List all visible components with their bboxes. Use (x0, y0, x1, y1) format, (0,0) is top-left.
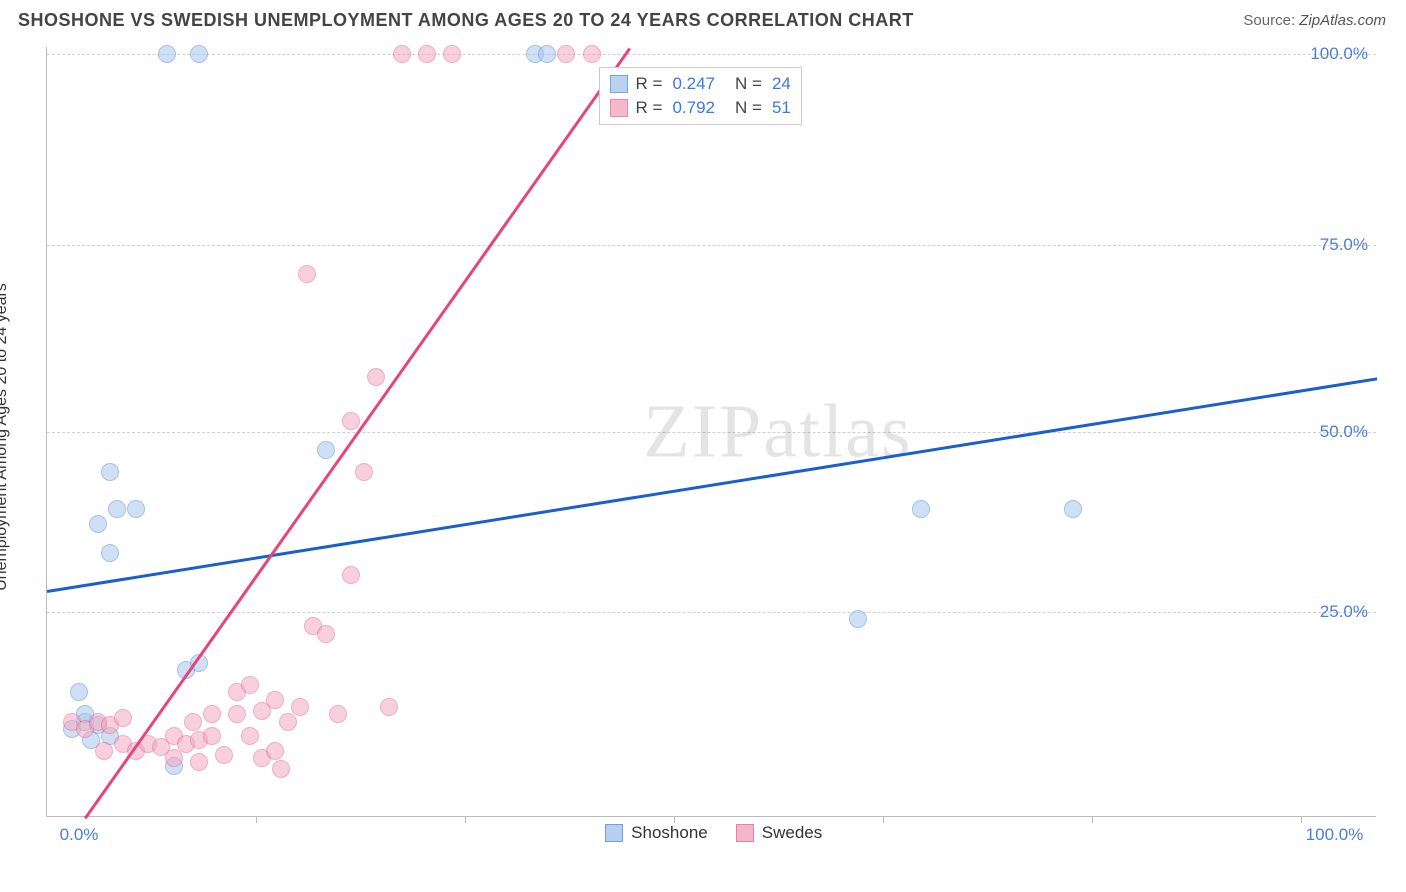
gridline (47, 54, 1376, 55)
data-point (203, 727, 221, 745)
data-point (317, 441, 335, 459)
stats-legend: R = 0.247 N = 24 R = 0.792 N = 51 (599, 67, 802, 125)
data-point (95, 742, 113, 760)
data-point (912, 500, 930, 518)
data-point (279, 713, 297, 731)
source-label: Source: (1243, 12, 1295, 29)
data-point (228, 705, 246, 723)
x-tick-label: 0.0% (60, 825, 99, 845)
r-value: 0.247 (672, 72, 715, 96)
y-tick-label: 100.0% (1310, 44, 1368, 64)
data-point (241, 727, 259, 745)
data-point (393, 45, 411, 63)
n-label: N = (735, 72, 762, 96)
series-legend-item: Swedes (736, 823, 822, 843)
regression-line (47, 377, 1377, 592)
regression-line (84, 48, 631, 819)
data-point (165, 749, 183, 767)
r-value: 0.792 (672, 96, 715, 120)
data-point (538, 45, 556, 63)
r-label: R = (636, 96, 663, 120)
data-point (418, 45, 436, 63)
data-point (241, 676, 259, 694)
data-point (443, 45, 461, 63)
series-legend-item: Shoshone (605, 823, 708, 843)
x-tick-label: 100.0% (1306, 825, 1364, 845)
legend-swatch (610, 75, 628, 93)
gridline (47, 245, 1376, 246)
y-tick-label: 75.0% (1320, 235, 1368, 255)
gridline (47, 432, 1376, 433)
data-point (190, 753, 208, 771)
chart-source: Source: ZipAtlas.com (1243, 12, 1386, 29)
data-point (215, 746, 233, 764)
data-point (380, 698, 398, 716)
series-legend: Shoshone Swedes (605, 823, 822, 843)
stats-legend-row: R = 0.792 N = 51 (610, 96, 791, 120)
data-point (367, 368, 385, 386)
chart-area: Unemployment Among Ages 20 to 24 years 2… (0, 37, 1406, 875)
series-legend-label: Swedes (762, 823, 822, 843)
legend-swatch (610, 99, 628, 117)
data-point (101, 544, 119, 562)
data-point (355, 463, 373, 481)
x-tick (883, 816, 884, 823)
data-point (329, 705, 347, 723)
data-point (342, 412, 360, 430)
data-point (342, 566, 360, 584)
data-point (203, 705, 221, 723)
n-value: 51 (772, 96, 791, 120)
x-tick (674, 816, 675, 823)
data-point (266, 742, 284, 760)
n-value: 24 (772, 72, 791, 96)
legend-swatch (605, 824, 623, 842)
data-point (291, 698, 309, 716)
n-label: N = (735, 96, 762, 120)
r-label: R = (636, 72, 663, 96)
data-point (114, 709, 132, 727)
stats-legend-row: R = 0.247 N = 24 (610, 72, 791, 96)
x-tick (256, 816, 257, 823)
gridline (47, 612, 1376, 613)
data-point (557, 45, 575, 63)
x-tick (1301, 816, 1302, 823)
legend-swatch (736, 824, 754, 842)
data-point (127, 500, 145, 518)
data-point (583, 45, 601, 63)
data-point (184, 713, 202, 731)
data-point (158, 45, 176, 63)
data-point (1064, 500, 1082, 518)
data-point (89, 515, 107, 533)
chart-title: SHOSHONE VS SWEDISH UNEMPLOYMENT AMONG A… (18, 10, 914, 31)
data-point (298, 265, 316, 283)
x-tick (465, 816, 466, 823)
data-point (101, 463, 119, 481)
data-point (272, 760, 290, 778)
source-value: ZipAtlas.com (1299, 12, 1386, 29)
series-legend-label: Shoshone (631, 823, 708, 843)
data-point (108, 500, 126, 518)
chart-header: SHOSHONE VS SWEDISH UNEMPLOYMENT AMONG A… (0, 0, 1406, 37)
y-tick-label: 25.0% (1320, 602, 1368, 622)
data-point (317, 625, 335, 643)
data-point (266, 691, 284, 709)
y-tick-label: 50.0% (1320, 422, 1368, 442)
data-point (190, 45, 208, 63)
data-point (70, 683, 88, 701)
data-point (849, 610, 867, 628)
plot-area: 25.0%50.0%75.0%100.0%0.0%100.0%ZIPatlasR… (46, 47, 1376, 817)
x-tick (1092, 816, 1093, 823)
